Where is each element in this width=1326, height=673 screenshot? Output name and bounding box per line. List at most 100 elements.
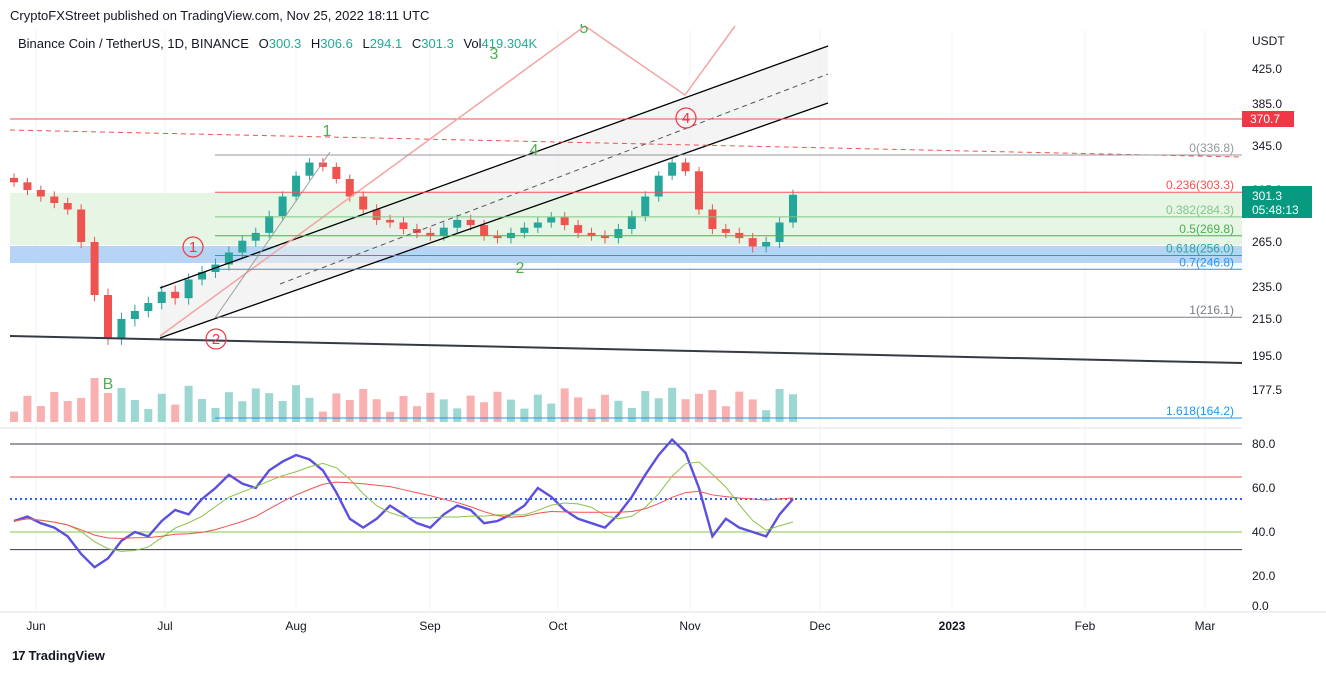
resistance-tag-bg [1242, 111, 1294, 127]
close-label: C [411, 36, 422, 51]
candle-body [600, 235, 609, 239]
candle-body [372, 209, 381, 220]
time-tick: Mar [1195, 619, 1216, 633]
candle-body [520, 227, 529, 233]
oscillator-levels [10, 443, 1242, 551]
candle-body [77, 209, 86, 242]
price-tick: 177.5 [1252, 383, 1282, 397]
candle-body [23, 182, 32, 190]
wave-label: 1 [189, 239, 197, 256]
time-tick: 2023 [939, 619, 966, 633]
candle-body [453, 219, 462, 228]
channel-lower-line [159, 102, 829, 339]
volume-bar [171, 404, 180, 422]
time-tick: Dec [809, 619, 830, 633]
candle-body [412, 229, 421, 233]
rsi-ma2-line [13, 481, 794, 539]
candle-body [480, 225, 489, 236]
volume-bar [345, 400, 354, 422]
volume-bar [587, 408, 596, 422]
open-label: O [258, 36, 269, 51]
open-value: 300.3 [268, 36, 302, 51]
osc-tick: 60.0 [1252, 481, 1276, 495]
volume-bar [144, 409, 153, 422]
last-price-tag-bg [1242, 186, 1312, 218]
candle-body [654, 175, 663, 197]
volume-bar [77, 398, 86, 422]
tradingview-logo-icon: 17 [12, 648, 26, 663]
fib-zone [10, 193, 1242, 245]
candle-body [332, 166, 341, 179]
candle-body [775, 222, 784, 242]
rsi-line [13, 437, 794, 569]
wave-circle [182, 236, 204, 258]
candle-body [721, 229, 730, 233]
candle-body [426, 232, 435, 236]
volume-bar [426, 392, 435, 422]
tradingview-brand: TradingView [28, 648, 105, 663]
candle-body [708, 209, 717, 229]
candle-body [238, 240, 247, 253]
osc-tick: 0.0 [1252, 599, 1269, 613]
time-axis[interactable]: Jun Jul Aug Sep Oct Nov Dec 2023 Feb Mar [26, 619, 1215, 633]
volume-bar [748, 399, 757, 422]
volume-bar [90, 378, 99, 422]
volume-bar [641, 391, 650, 422]
candle-body [762, 242, 771, 247]
countdown-tag: 05:48:13 [1252, 203, 1299, 217]
volume-bar [36, 406, 45, 422]
candle-body [130, 311, 139, 319]
volume-bar [560, 388, 569, 422]
tradingview-logo[interactable]: 17 TradingView [12, 648, 105, 663]
candle-body [292, 175, 301, 197]
volume-bar [265, 393, 274, 422]
fib-levels: 0(336.8) 0.236(303.3) 0.382(284.3) 0.5(269.… [215, 141, 1242, 419]
candle-body [386, 219, 395, 223]
volume-bar [506, 399, 515, 422]
wave-label: 5 [580, 24, 589, 37]
volume-bar [10, 411, 18, 422]
osc-tick: 20.0 [1252, 569, 1276, 583]
candle-body [694, 171, 703, 210]
wave-label: 4 [530, 142, 539, 159]
volume-bar [439, 399, 448, 422]
wave-line-gray [214, 151, 331, 319]
wave-label: 2 [212, 331, 220, 348]
volume-bar [600, 394, 609, 422]
price-tick: 235.0 [1252, 280, 1282, 294]
channel-upper-line [159, 45, 829, 289]
candle-body [90, 242, 99, 295]
wave-label: 2 [516, 260, 525, 277]
symbol-legend: Binance Coin / TetherUS, 1D, BINANCE O30… [18, 36, 537, 51]
high-value: 306.6 [320, 36, 353, 51]
price-axis[interactable]: 425.0385.0345.0305.0265.0235.0215.0195.0… [1252, 62, 1282, 397]
publisher-line: CryptoFXStreet published on TradingView.… [10, 8, 430, 23]
symbol-name: Binance Coin / TetherUS, 1D, BINANCE [18, 36, 249, 51]
time-tick: Feb [1075, 619, 1096, 633]
volume-bar [681, 399, 690, 422]
candle-body [359, 196, 368, 210]
candle-body [627, 216, 636, 229]
volume-bar [654, 398, 663, 422]
fib-label: 0.618(256.0) [1166, 242, 1234, 256]
volume-bar [762, 410, 771, 422]
resistance-tag: 370.7 [1250, 112, 1280, 126]
volume-bar [117, 388, 126, 422]
volume-bar [574, 397, 583, 422]
wave-label: B [103, 376, 114, 393]
fib-label: 1.618(164.2) [1166, 404, 1234, 418]
chart-canvas[interactable]: 0(336.8) 0.236(303.3) 0.382(284.3) 0.5(269.… [0, 24, 1326, 640]
volume-bar [614, 400, 623, 422]
wave-label: 4 [682, 110, 690, 127]
fib-label: 0.5(269.8) [1179, 222, 1234, 236]
candle-body [171, 291, 180, 299]
volume-bar [627, 408, 636, 422]
volume-bar [694, 393, 703, 422]
volume-bar [251, 388, 260, 422]
candle-body [439, 227, 448, 236]
volume-bar [372, 399, 381, 422]
volume-bar [399, 396, 408, 422]
low-label: L [362, 36, 370, 51]
volume-bar [104, 393, 113, 422]
price-tick: 265.0 [1252, 235, 1282, 249]
